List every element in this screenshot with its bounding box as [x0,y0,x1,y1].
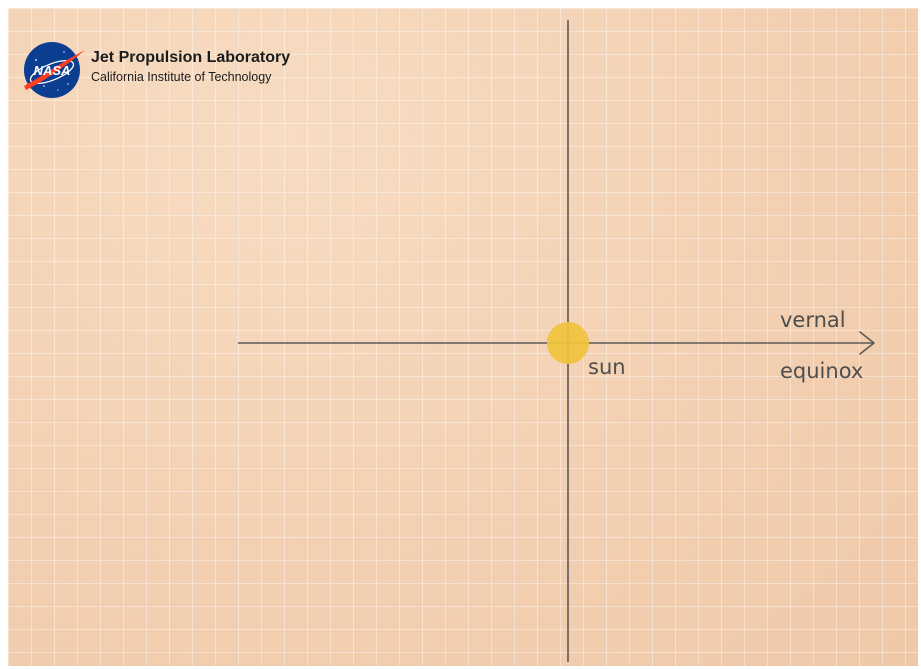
organization-subtitle: California Institute of Technology [91,70,272,84]
sun-label: sun [588,355,626,379]
organization-name: Jet Propulsion Laboratory [91,49,291,66]
sun-marker [547,322,589,364]
axis-arrowhead-icon [859,331,875,355]
vernal-equinox-label-line2: equinox [780,359,863,383]
diagram-frame: NASA Jet Propulsion Laboratory Californi… [8,8,918,666]
jpl-logo: NASA Jet Propulsion Laboratory Californi… [22,38,342,100]
nasa-wordmark: NASA [34,63,71,78]
coordinate-diagram: sun vernal equinox [238,20,875,662]
vernal-equinox-label-line1: vernal [780,308,846,332]
nasa-meatball-icon: NASA [24,42,85,98]
